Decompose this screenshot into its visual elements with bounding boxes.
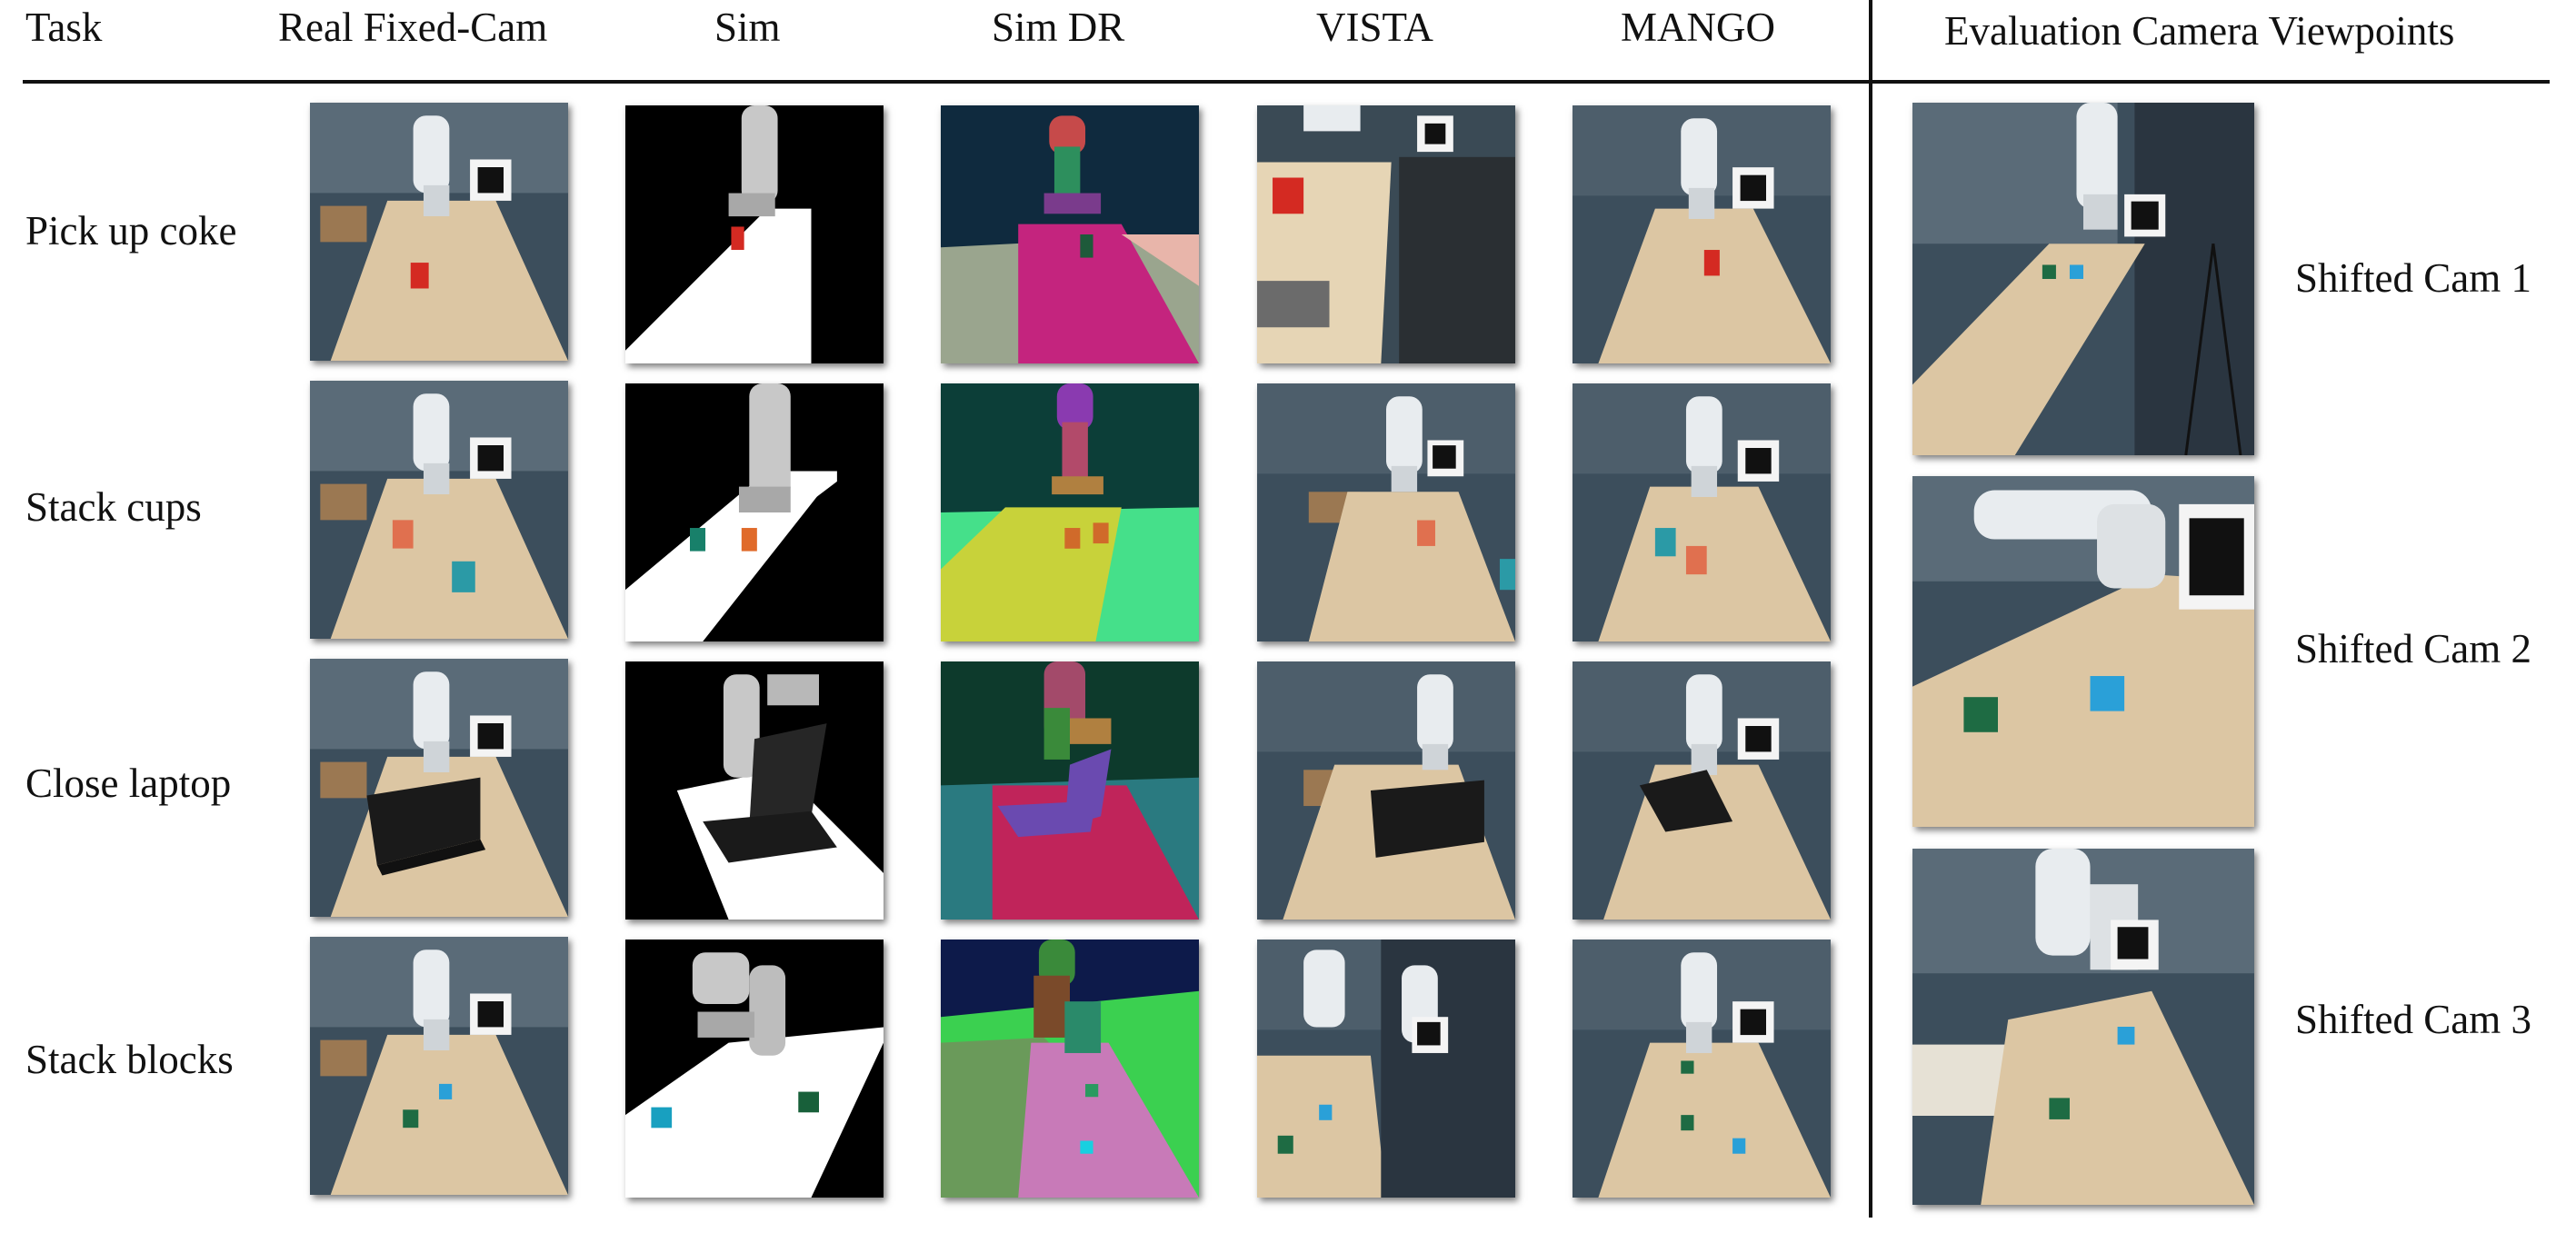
header-vista: VISTA xyxy=(1316,5,1433,50)
image-real-pick-up-coke xyxy=(310,103,568,361)
image-mango-close-laptop xyxy=(1573,661,1831,920)
image-sim-pick-up-coke xyxy=(625,105,884,363)
row-label-stack-cups: Stack cups xyxy=(25,484,202,530)
image-simdr-stack-cups xyxy=(941,383,1199,641)
image-simdr-stack-blocks xyxy=(941,940,1199,1198)
image-vista-close-laptop xyxy=(1257,661,1515,920)
image-vista-pick-up-coke xyxy=(1257,105,1515,363)
image-mango-stack-blocks xyxy=(1573,940,1831,1198)
image-vista-stack-cups xyxy=(1257,383,1515,641)
image-sim-stack-blocks xyxy=(625,940,884,1198)
image-mango-pick-up-coke xyxy=(1573,105,1831,363)
header-sim-dr: Sim DR xyxy=(992,5,1125,50)
header-sim: Sim xyxy=(714,5,781,50)
header-mango: MANGO xyxy=(1621,5,1776,50)
image-shifted-cam-3 xyxy=(1912,849,2254,1205)
image-vista-stack-blocks xyxy=(1257,940,1515,1198)
image-simdr-close-laptop xyxy=(941,661,1199,920)
column-divider xyxy=(1869,0,1872,1218)
image-mango-stack-cups xyxy=(1573,383,1831,641)
header-task: Task xyxy=(25,5,103,50)
row-label-close-laptop: Close laptop xyxy=(25,761,232,806)
header-evaluation-viewpoints: Evaluation Camera Viewpoints xyxy=(1944,8,2455,54)
cam-label-3: Shifted Cam 3 xyxy=(2295,997,2531,1042)
image-real-stack-cups xyxy=(310,381,568,639)
image-sim-close-laptop xyxy=(625,661,884,920)
image-simdr-pick-up-coke xyxy=(941,105,1199,363)
cam-label-2: Shifted Cam 2 xyxy=(2295,626,2531,671)
image-sim-stack-cups xyxy=(625,383,884,641)
row-label-stack-blocks: Stack blocks xyxy=(25,1037,234,1082)
row-label-pick-up-coke: Pick up coke xyxy=(25,208,237,254)
header-rule xyxy=(23,80,2550,84)
image-shifted-cam-2 xyxy=(1912,476,2254,827)
image-real-stack-blocks xyxy=(310,937,568,1195)
header-real-fixed-cam: Real Fixed-Cam xyxy=(278,5,548,50)
image-real-close-laptop xyxy=(310,659,568,917)
image-shifted-cam-1 xyxy=(1912,103,2254,455)
cam-label-1: Shifted Cam 1 xyxy=(2295,255,2531,301)
